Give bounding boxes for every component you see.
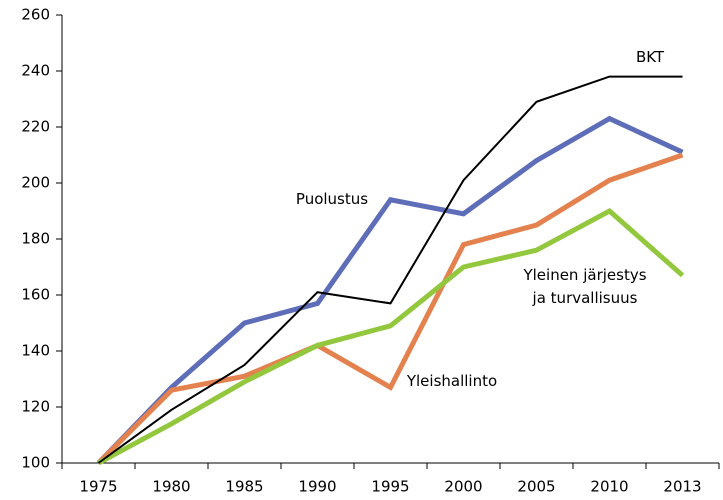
y-tick-label: 160 [21, 286, 50, 304]
series-label: Yleinen järjestys ja turvallisuus [523, 266, 647, 307]
x-tick-label: 1975 [79, 478, 117, 496]
series-label: BKT [635, 48, 665, 66]
series-label: Yleishallinto [406, 372, 498, 390]
y-tick-label: 200 [21, 174, 50, 192]
y-tick-label: 100 [21, 454, 50, 472]
series-line [96, 115, 684, 465]
x-tick-label: 1980 [152, 478, 190, 496]
y-tick-label: 220 [21, 118, 50, 136]
y-tick-label: 260 [21, 6, 50, 24]
x-tick-label: 2013 [663, 478, 701, 496]
series-line [97, 75, 683, 464]
y-tick-label: 240 [21, 62, 50, 80]
series-line [96, 152, 684, 465]
y-tick-label: 120 [21, 398, 50, 416]
series-label: Puolustus [295, 190, 369, 208]
x-tick-label: 2000 [444, 478, 482, 496]
x-tick-label: 1995 [371, 478, 409, 496]
series-line [97, 207, 685, 466]
x-tick-label: 2010 [590, 478, 628, 496]
x-tick-label: 1990 [298, 478, 336, 496]
y-tick-label: 180 [21, 230, 50, 248]
x-tick-label: 2005 [517, 478, 555, 496]
x-tick-label: 1985 [225, 478, 263, 496]
y-tick-label: 140 [21, 342, 50, 360]
